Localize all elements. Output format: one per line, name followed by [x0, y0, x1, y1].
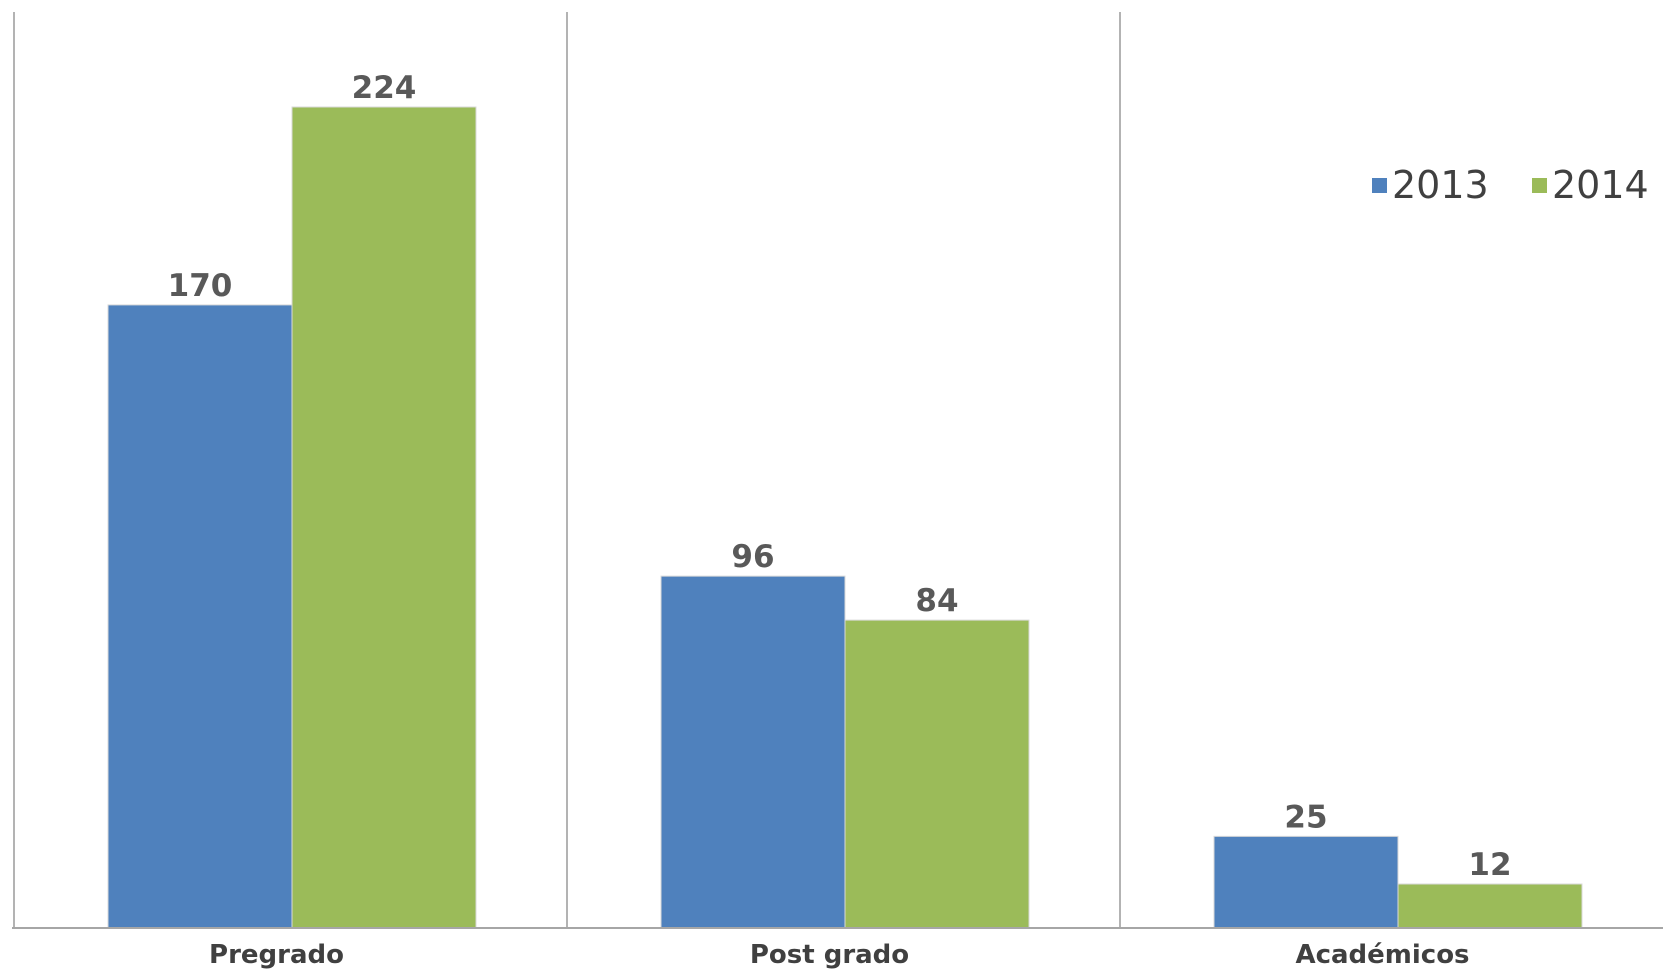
category-labels-group: Pregrado Post grado Académicos — [209, 940, 1470, 970]
data-label-2014-0: 224 — [352, 70, 417, 106]
legend-swatch-2013 — [1372, 178, 1387, 193]
data-label-2013-1: 96 — [731, 539, 774, 575]
legend-label-2014: 2014 — [1552, 163, 1649, 207]
data-label-2013-0: 170 — [168, 268, 233, 304]
data-label-2013-2: 25 — [1284, 799, 1327, 835]
legend: 2013 2014 — [1372, 163, 1649, 207]
category-separators — [13, 12, 1121, 928]
bar-2013-1 — [660, 575, 846, 929]
data-label-2014-1: 84 — [915, 583, 958, 619]
bar-2013-0 — [107, 304, 293, 929]
bar-2013-2 — [1213, 835, 1399, 929]
category-label-2: Académicos — [1295, 940, 1469, 970]
bar-2014-0 — [291, 106, 477, 929]
data-labels-group: 170 224 96 84 25 12 — [168, 70, 1512, 883]
bar-2014-2 — [1397, 883, 1583, 929]
legend-label-2013: 2013 — [1392, 163, 1489, 207]
legend-swatch-2014 — [1532, 178, 1547, 193]
bar-2014-1 — [844, 619, 1030, 929]
bars-group — [107, 106, 1583, 929]
category-label-1: Post grado — [750, 940, 909, 970]
data-label-2014-2: 12 — [1468, 847, 1511, 883]
category-label-0: Pregrado — [209, 940, 344, 970]
